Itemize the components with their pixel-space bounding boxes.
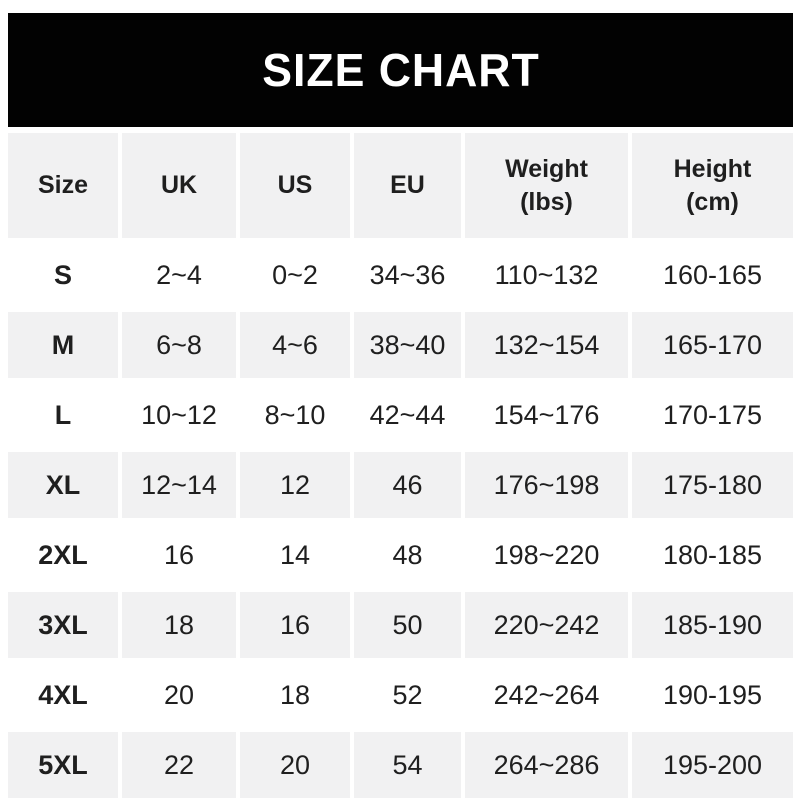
cell-xl-eu: 46 — [354, 452, 461, 518]
cell-xl-weight: 176~198 — [465, 452, 628, 518]
cell-2xl-us: 14 — [240, 522, 350, 588]
cell-m-us: 4~6 — [240, 312, 350, 378]
cell-l-uk: 10~12 — [122, 382, 236, 448]
cell-m-eu: 38~40 — [354, 312, 461, 378]
cell-4xl-uk: 20 — [122, 662, 236, 728]
cell-s-us: 0~2 — [240, 242, 350, 308]
column-header-weight-line1: Weight — [505, 155, 588, 183]
row-label-xl: XL — [8, 452, 118, 518]
cell-3xl-height: 185-190 — [632, 592, 793, 658]
cell-s-eu: 34~36 — [354, 242, 461, 308]
row-label-5xl: 5XL — [8, 732, 118, 798]
column-header-eu: EU — [354, 133, 461, 238]
row-label-4xl: 4XL — [8, 662, 118, 728]
cell-4xl-us: 18 — [240, 662, 350, 728]
cell-3xl-us: 16 — [240, 592, 350, 658]
cell-2xl-height: 180-185 — [632, 522, 793, 588]
cell-m-uk: 6~8 — [122, 312, 236, 378]
row-label-l: L — [8, 382, 118, 448]
cell-5xl-us: 20 — [240, 732, 350, 798]
cell-4xl-weight: 242~264 — [465, 662, 628, 728]
size-table: Size UK US EU Weight (lbs) Height (cm) S… — [8, 133, 793, 798]
column-header-height: Height (cm) — [632, 133, 793, 238]
column-header-height-line2: (cm) — [686, 187, 739, 216]
column-header-uk: UK — [122, 133, 236, 238]
cell-xl-us: 12 — [240, 452, 350, 518]
cell-s-height: 160-165 — [632, 242, 793, 308]
page-title: SIZE CHART — [261, 44, 540, 96]
cell-4xl-height: 190-195 — [632, 662, 793, 728]
row-label-3xl: 3XL — [8, 592, 118, 658]
cell-2xl-weight: 198~220 — [465, 522, 628, 588]
cell-l-height: 170-175 — [632, 382, 793, 448]
column-header-us: US — [240, 133, 350, 238]
column-header-weight: Weight (lbs) — [465, 133, 628, 238]
cell-s-weight: 110~132 — [465, 242, 628, 308]
cell-l-eu: 42~44 — [354, 382, 461, 448]
size-chart-banner: SIZE CHART — [8, 13, 793, 127]
cell-4xl-eu: 52 — [354, 662, 461, 728]
cell-3xl-eu: 50 — [354, 592, 461, 658]
column-header-height-line1: Height — [673, 155, 752, 183]
cell-2xl-eu: 48 — [354, 522, 461, 588]
row-label-m: M — [8, 312, 118, 378]
cell-l-us: 8~10 — [240, 382, 350, 448]
cell-5xl-eu: 54 — [354, 732, 461, 798]
cell-m-weight: 132~154 — [465, 312, 628, 378]
row-label-2xl: 2XL — [8, 522, 118, 588]
cell-3xl-uk: 18 — [122, 592, 236, 658]
cell-5xl-height: 195-200 — [632, 732, 793, 798]
cell-5xl-uk: 22 — [122, 732, 236, 798]
cell-m-height: 165-170 — [632, 312, 793, 378]
column-header-weight-line2: (lbs) — [520, 187, 573, 216]
cell-s-uk: 2~4 — [122, 242, 236, 308]
cell-xl-uk: 12~14 — [122, 452, 236, 518]
column-header-size: Size — [8, 133, 118, 238]
cell-l-weight: 154~176 — [465, 382, 628, 448]
row-label-s: S — [8, 242, 118, 308]
cell-2xl-uk: 16 — [122, 522, 236, 588]
cell-5xl-weight: 264~286 — [465, 732, 628, 798]
cell-xl-height: 175-180 — [632, 452, 793, 518]
cell-3xl-weight: 220~242 — [465, 592, 628, 658]
